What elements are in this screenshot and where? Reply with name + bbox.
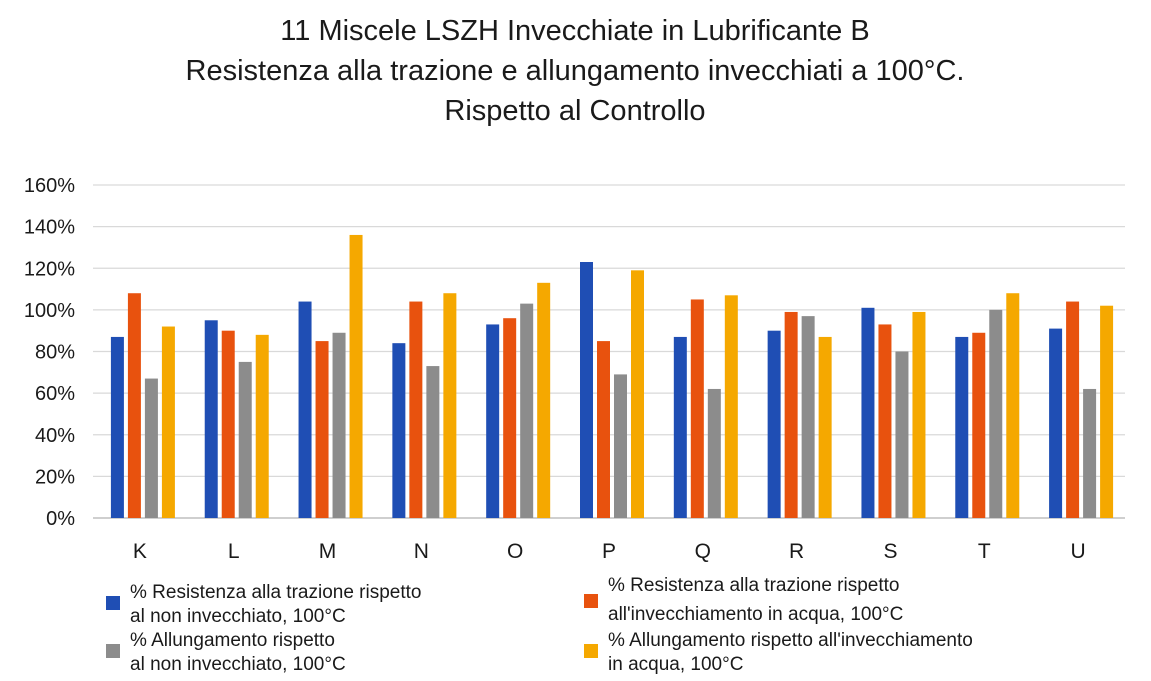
bar-u-series-1 bbox=[1049, 328, 1063, 518]
y-axis-tick-labels: 0% 20% 40% 60% 80% 100% 120% 140% 160% bbox=[24, 175, 75, 530]
legend-label: all'invecchiamento in acqua, 100°C bbox=[608, 604, 903, 625]
bar-r-series-4 bbox=[818, 336, 832, 518]
legend-label: % Resistenza alla trazione rispetto bbox=[130, 582, 421, 603]
bar-q-series-1 bbox=[673, 336, 687, 518]
bar-t-series-1 bbox=[955, 336, 969, 518]
bar-u-series-3 bbox=[1083, 388, 1097, 518]
bar-s-series-2 bbox=[878, 324, 892, 518]
bar-t-series-4 bbox=[1006, 293, 1020, 518]
bar-p-series-4 bbox=[631, 270, 644, 518]
bar-r-series-1 bbox=[767, 330, 781, 518]
chart-title-line: Resistenza alla trazione e allungamento … bbox=[186, 55, 965, 87]
bar-s-series-1 bbox=[861, 307, 875, 518]
y-tick-label: 120% bbox=[24, 258, 75, 280]
x-category-label: M bbox=[319, 540, 337, 563]
legend-swatch bbox=[106, 596, 120, 610]
bar-o-series-1 bbox=[486, 324, 500, 518]
bar-l-series-1 bbox=[204, 320, 218, 518]
bar-p-series-2 bbox=[597, 341, 610, 518]
bar-n-series-2 bbox=[409, 301, 423, 518]
x-category-label: R bbox=[789, 540, 804, 563]
legend-item: % Resistenza alla trazione rispetto all'i… bbox=[584, 575, 903, 625]
x-category-label: S bbox=[883, 540, 897, 563]
x-category-label: L bbox=[228, 540, 240, 563]
legend-swatch bbox=[584, 644, 598, 658]
legend-label: in acqua, 100°C bbox=[608, 654, 743, 675]
bar-l-series-3 bbox=[238, 361, 252, 518]
y-tick-label: 20% bbox=[35, 466, 75, 488]
bar-q-series-2 bbox=[690, 299, 704, 518]
legend-swatch bbox=[106, 644, 120, 658]
bar-t-series-3 bbox=[989, 309, 1003, 518]
bar-k-series-3 bbox=[144, 378, 158, 518]
bar-s-series-3 bbox=[895, 351, 909, 518]
bar-l-series-2 bbox=[221, 330, 235, 518]
bar-o-series-2 bbox=[503, 318, 517, 518]
chart-title: 11 Miscele LSZH Invecchiate in Lubrifica… bbox=[186, 15, 965, 127]
y-tick-label: 160% bbox=[24, 175, 75, 197]
y-tick-label: 140% bbox=[24, 217, 75, 239]
x-category-label: P bbox=[602, 540, 616, 563]
chart-title-line: 11 Miscele LSZH Invecchiate in Lubrifica… bbox=[280, 15, 869, 47]
chart-title-line: Rispetto al Controllo bbox=[444, 95, 705, 127]
y-tick-label: 0% bbox=[46, 508, 75, 530]
x-category-label: O bbox=[507, 540, 523, 563]
bar-m-series-3 bbox=[332, 332, 346, 518]
bar-o-series-4 bbox=[537, 282, 551, 518]
legend-label: al non invecchiato, 100°C bbox=[130, 654, 346, 675]
bar-m-series-1 bbox=[298, 301, 312, 518]
bar-r-series-3 bbox=[801, 316, 815, 518]
y-tick-label: 100% bbox=[24, 300, 75, 322]
bar-k-series-4 bbox=[161, 326, 175, 518]
bar-q-series-4 bbox=[724, 295, 738, 518]
legend: % Resistenza alla trazione rispetto al no… bbox=[106, 575, 973, 675]
legend-item: % Allungamento rispetto all'invecchiamen… bbox=[584, 630, 973, 675]
bar-u-series-4 bbox=[1100, 305, 1114, 518]
bar-r-series-2 bbox=[784, 311, 798, 518]
x-axis-category-labels: K L M N O P Q R S T U bbox=[133, 540, 1086, 563]
bar-q-series-3 bbox=[707, 388, 721, 518]
bars bbox=[110, 234, 1114, 518]
bar-p-series-1 bbox=[580, 262, 593, 518]
bar-l-series-4 bbox=[255, 334, 269, 518]
bar-k-series-1 bbox=[110, 336, 124, 518]
y-tick-label: 60% bbox=[35, 383, 75, 405]
legend-label: % Resistenza alla trazione rispetto bbox=[608, 575, 899, 596]
x-category-label: N bbox=[414, 540, 429, 563]
bar-n-series-4 bbox=[443, 293, 457, 518]
bar-k-series-2 bbox=[127, 293, 141, 518]
legend-item: % Allungamento rispetto al non invecchiat… bbox=[106, 630, 346, 675]
bar-m-series-2 bbox=[315, 341, 329, 518]
bar-o-series-3 bbox=[520, 303, 534, 518]
y-tick-label: 40% bbox=[35, 425, 75, 447]
bar-s-series-4 bbox=[912, 311, 926, 518]
bar-n-series-3 bbox=[426, 366, 440, 518]
bar-p-series-3 bbox=[614, 374, 627, 518]
x-category-label: K bbox=[133, 540, 147, 563]
bar-n-series-1 bbox=[392, 343, 406, 518]
legend-swatch bbox=[584, 594, 598, 608]
x-category-label: U bbox=[1071, 540, 1086, 563]
legend-label: % Allungamento rispetto bbox=[130, 630, 335, 651]
bar-u-series-2 bbox=[1066, 301, 1080, 518]
legend-label: al non invecchiato, 100°C bbox=[130, 606, 346, 627]
legend-label: % Allungamento rispetto all'invecchiamen… bbox=[608, 630, 973, 651]
y-tick-label: 80% bbox=[35, 342, 75, 364]
x-category-label: T bbox=[978, 540, 991, 563]
legend-item: % Resistenza alla trazione rispetto al no… bbox=[106, 582, 421, 627]
x-category-label: Q bbox=[695, 540, 711, 563]
bar-m-series-4 bbox=[349, 234, 363, 518]
bar-t-series-2 bbox=[972, 332, 986, 518]
